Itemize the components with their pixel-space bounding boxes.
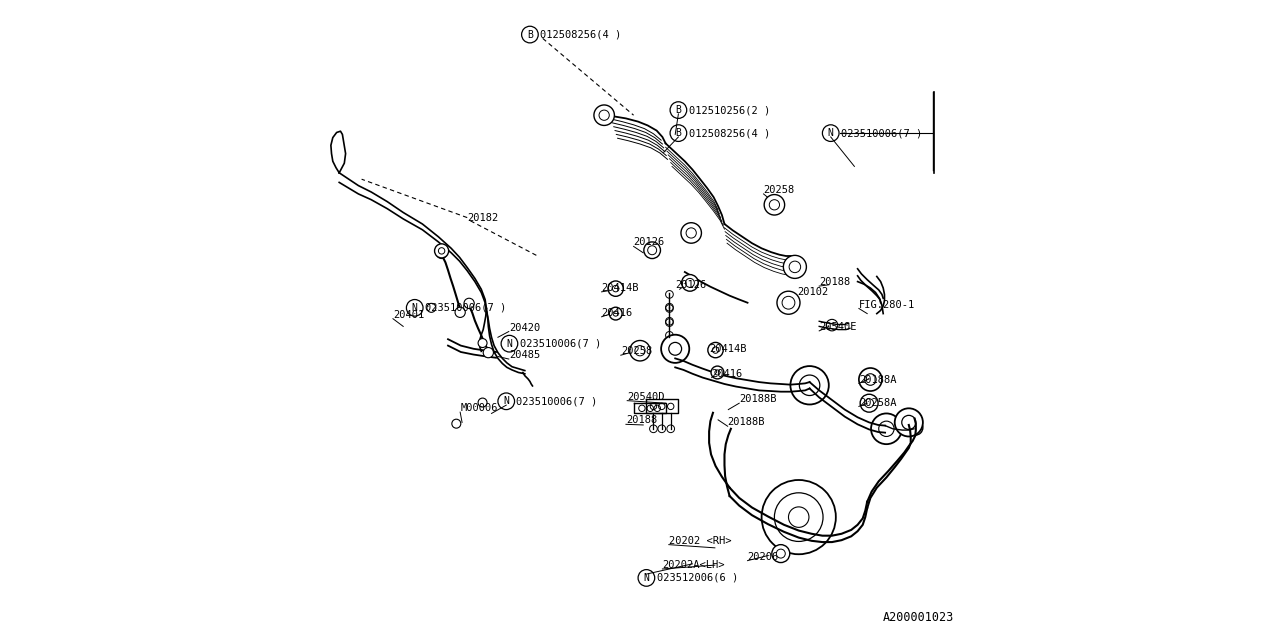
Circle shape	[708, 342, 723, 358]
Text: 20188: 20188	[819, 277, 850, 287]
Circle shape	[712, 366, 724, 379]
Circle shape	[452, 419, 461, 428]
Text: 20416: 20416	[712, 369, 742, 379]
Text: N: N	[503, 396, 509, 406]
Circle shape	[484, 348, 494, 358]
Text: B: B	[527, 29, 532, 40]
Circle shape	[594, 105, 614, 125]
Text: 20414B: 20414B	[709, 344, 746, 354]
Text: 012510256(2 ): 012510256(2 )	[689, 105, 769, 115]
Circle shape	[764, 195, 785, 215]
Text: 20206: 20206	[748, 552, 778, 562]
Text: 20188A: 20188A	[859, 374, 896, 385]
Circle shape	[428, 303, 435, 312]
Text: 023510006(7 ): 023510006(7 )	[517, 396, 598, 406]
Text: B: B	[676, 105, 681, 115]
Text: 012508256(4 ): 012508256(4 )	[540, 29, 621, 40]
Circle shape	[644, 242, 660, 259]
Circle shape	[477, 398, 488, 407]
Circle shape	[859, 368, 882, 391]
Text: FIG.280-1: FIG.280-1	[859, 300, 915, 310]
Circle shape	[630, 340, 650, 361]
Text: N: N	[507, 339, 512, 349]
Text: 023512006(6 ): 023512006(6 )	[657, 573, 737, 583]
Circle shape	[608, 281, 623, 296]
Circle shape	[609, 307, 622, 320]
Circle shape	[895, 408, 923, 436]
Text: 20182: 20182	[467, 212, 498, 223]
Text: 20188B: 20188B	[728, 417, 765, 428]
Text: 20126: 20126	[634, 237, 664, 247]
Text: 20416: 20416	[602, 308, 632, 318]
Circle shape	[465, 298, 475, 308]
Text: 023510006(7 ): 023510006(7 )	[841, 128, 922, 138]
Text: 023510006(7 ): 023510006(7 )	[520, 339, 600, 349]
Text: 20102: 20102	[796, 287, 828, 298]
Circle shape	[435, 244, 449, 258]
Circle shape	[777, 291, 800, 314]
Text: 20258A: 20258A	[859, 397, 896, 408]
Text: 20401: 20401	[393, 310, 424, 320]
Text: 20202A<LH>: 20202A<LH>	[663, 560, 724, 570]
Circle shape	[456, 307, 466, 317]
Circle shape	[662, 335, 690, 363]
Text: 20258: 20258	[621, 346, 652, 356]
Text: 20485: 20485	[508, 350, 540, 360]
Circle shape	[681, 275, 699, 291]
Text: A200001023: A200001023	[882, 611, 954, 624]
Circle shape	[681, 223, 701, 243]
Circle shape	[860, 394, 878, 412]
Circle shape	[772, 545, 790, 563]
Circle shape	[870, 413, 901, 444]
Text: M00006: M00006	[461, 403, 498, 413]
Text: 20258: 20258	[763, 185, 795, 195]
Text: 20126: 20126	[676, 280, 707, 291]
Text: 20414B: 20414B	[602, 283, 639, 293]
Circle shape	[827, 319, 838, 331]
Text: 20540E: 20540E	[819, 322, 856, 332]
Text: N: N	[828, 128, 833, 138]
Text: 20202 <RH>: 20202 <RH>	[668, 536, 731, 546]
Circle shape	[762, 480, 836, 554]
Text: 20420: 20420	[508, 323, 540, 333]
Text: 023510006(7 ): 023510006(7 )	[425, 303, 506, 313]
Text: 20188: 20188	[626, 415, 657, 426]
Circle shape	[908, 420, 923, 435]
Circle shape	[791, 366, 829, 404]
Text: N: N	[644, 573, 649, 583]
Text: 20188B: 20188B	[740, 394, 777, 404]
Circle shape	[783, 255, 806, 278]
Circle shape	[477, 339, 488, 348]
Text: 20540D: 20540D	[627, 392, 664, 402]
Text: B: B	[676, 128, 681, 138]
Text: 012508256(4 ): 012508256(4 )	[689, 128, 769, 138]
Circle shape	[436, 248, 447, 259]
Text: N: N	[412, 303, 417, 313]
